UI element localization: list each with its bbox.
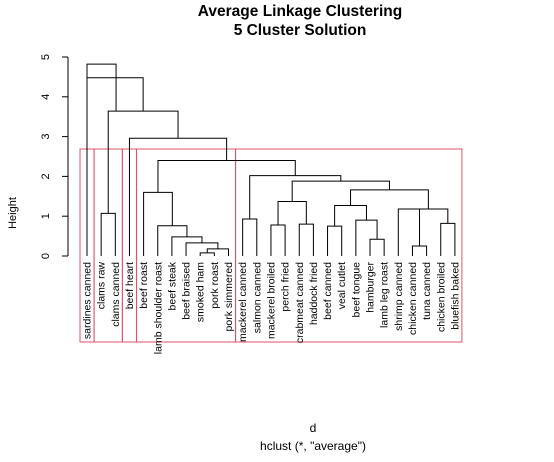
leaf-label: chicken broiled	[435, 262, 447, 332]
leaf-label: haddock fried	[308, 262, 320, 325]
dendrogram-tree	[86, 63, 456, 256]
leaf-label: sardines canned	[82, 262, 94, 339]
dendrogram-branch	[199, 252, 215, 256]
dendrogram-branch	[408, 208, 449, 224]
leaf-label: beef roast	[138, 262, 150, 309]
leaf-label: beef heart	[124, 262, 136, 309]
leaf-label: beef steak	[166, 261, 178, 310]
chart-title-line2: 5 Cluster Solution	[234, 22, 367, 39]
dendrogram-root-branch	[86, 63, 117, 256]
dendrogram-branch	[291, 180, 390, 202]
dendrogram-branch	[327, 225, 343, 256]
dendrogram-branch	[277, 200, 307, 225]
leaf-label: clams canned	[110, 262, 122, 327]
leaf-label: salmon canned	[251, 262, 263, 333]
leaf-label: shrimp canned	[393, 262, 405, 331]
leaf-label: lamb leg roast	[379, 262, 391, 328]
leaf-label: perch fried	[280, 262, 292, 312]
dendrogram-branch	[369, 238, 385, 256]
leaf-label: lamb shoulder roast	[152, 262, 164, 354]
dendrogram-branch	[185, 242, 219, 256]
dendrogram-branch	[411, 245, 428, 256]
y-tick-label: 4	[40, 94, 52, 100]
dendrogram-branch	[298, 223, 314, 256]
leaf-label: bluefish baked	[449, 262, 461, 330]
leaf-label: mackerel canned	[237, 262, 249, 342]
subtitle-method: hclust (*, "average")	[260, 439, 366, 453]
y-axis-label: Height	[7, 197, 19, 229]
dendrogram-branch	[242, 218, 258, 256]
chart-title-line1: Average Linkage Clustering	[198, 3, 402, 20]
leaf-label: smoked ham	[195, 262, 207, 322]
leaf-label: pork roast	[209, 262, 221, 309]
y-tick-label: 0	[40, 253, 52, 259]
leaf-label: beef tongue	[350, 262, 362, 318]
y-axis-ticks: 0 1 2 3 4 5	[40, 54, 68, 259]
cluster-box	[235, 148, 463, 343]
dendrogram-branch	[397, 208, 421, 256]
dendrogram-branch	[249, 175, 342, 219]
cluster-boxes	[79, 148, 463, 343]
dendrogram-branch	[270, 224, 286, 256]
x-axis-label: d	[310, 421, 317, 435]
dendrogram-branch	[334, 204, 367, 227]
leaf-label: beef braised	[181, 262, 193, 320]
leaf-label: veal cutlet	[336, 262, 348, 309]
y-tick-label: 2	[40, 173, 52, 179]
leaf-label: pork simmered	[223, 262, 235, 332]
dendrogram-branch	[355, 219, 378, 256]
dendrogram-branch	[350, 189, 429, 210]
y-tick-label: 5	[40, 54, 52, 60]
leaf-label: clams raw	[96, 262, 108, 310]
leaf-label: mackerel broiled	[265, 262, 277, 339]
dendrogram-branch	[171, 236, 203, 256]
leaf-label: tuna canned	[421, 262, 433, 320]
dendrogram-branch	[157, 159, 296, 193]
dendrogram-branch	[440, 222, 456, 256]
leaf-label: hamburger	[365, 262, 377, 313]
leaf-label: chicken canned	[407, 262, 419, 335]
y-tick-label: 1	[40, 213, 52, 219]
y-tick-label: 3	[40, 134, 52, 140]
leaf-labels: sardines canned clams raw clams canned beef…	[82, 261, 462, 354]
dendrogram-branch	[100, 212, 116, 256]
leaf-label: crabmeat canned	[294, 262, 306, 343]
leaf-label: beef canned	[322, 262, 334, 320]
